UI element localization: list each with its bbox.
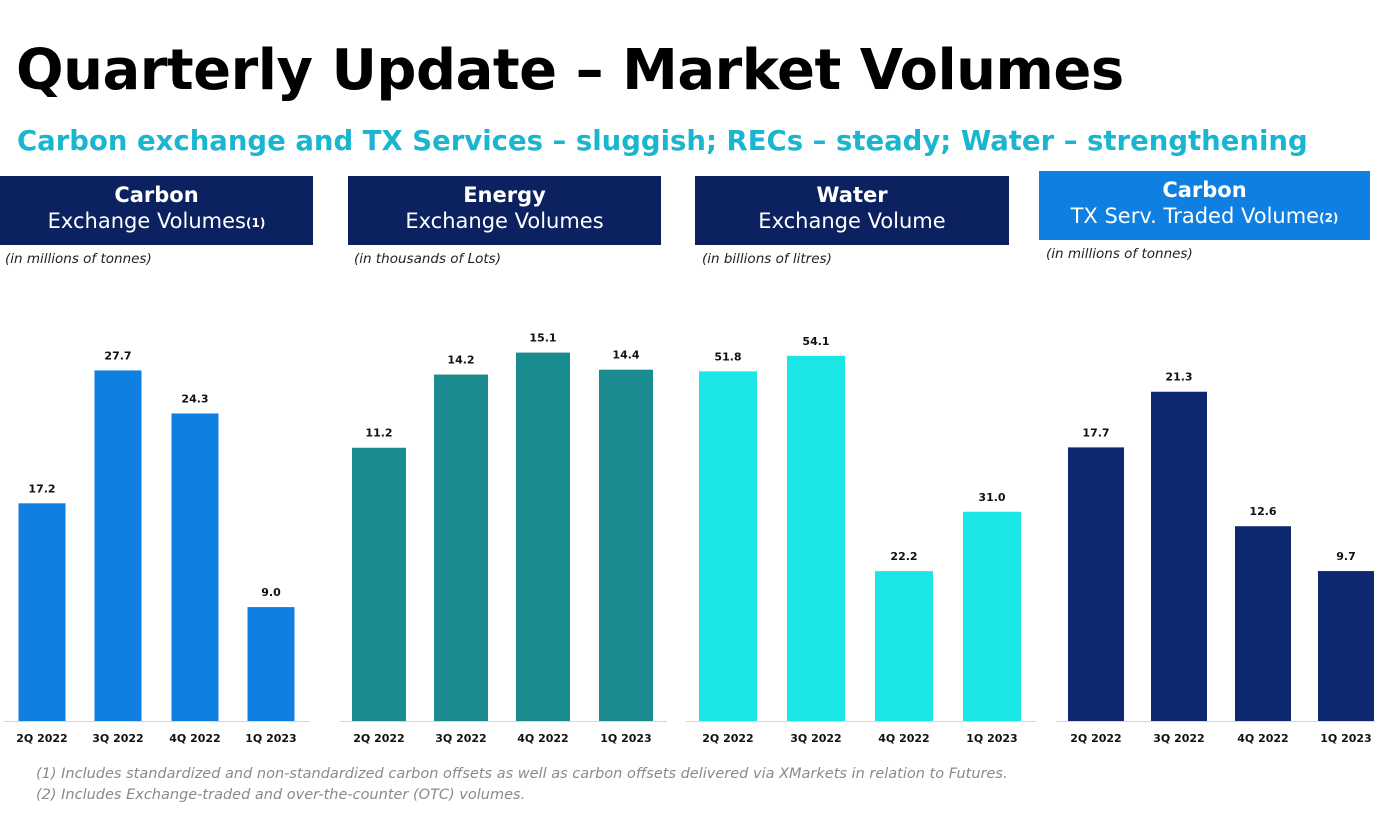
x-tick-label: 1Q 2023 [1320,732,1371,745]
bar-chart: 11.2 2Q 2022 14.2 3Q 2022 15.1 4Q 2022 14.4 1Q … [340,332,667,745]
x-tick-label: 2Q 2022 [353,732,404,745]
data-label: 54.1 [802,335,829,348]
bar [699,371,757,721]
x-tick-label: 1Q 2023 [245,732,296,745]
panel-header-title: Carbon [1162,178,1247,202]
data-label: 21.3 [1165,371,1192,384]
bar [94,370,142,721]
x-tick-label: 1Q 2023 [966,732,1017,745]
x-tick-label: 2Q 2022 [702,732,753,745]
page-subtitle: Carbon exchange and TX Services – sluggi… [17,125,1308,157]
data-label: 51.8 [714,350,741,363]
data-label: 9.7 [1336,550,1356,563]
data-label: 27.7 [104,349,131,362]
unit-caption-carbon-tx-services: (in millions of tonnes) [1046,246,1193,262]
footnote-1: (1) Includes standardized and non-standa… [36,766,1008,782]
bar [1068,447,1124,721]
data-label: 14.2 [447,354,474,367]
bar-chart: 17.2 2Q 2022 27.7 3Q 2022 24.3 4Q 2022 9.0 1Q 2… [4,349,310,745]
x-tick-label: 4Q 2022 [517,732,568,745]
bar [1318,571,1374,721]
panel-header-title: Carbon [114,183,199,207]
data-label: 31.0 [978,491,1005,504]
data-label: 14.4 [612,349,639,362]
data-label: 9.0 [261,586,281,599]
panel-header-subtitle: Exchange Volume [758,209,946,233]
bar [875,571,933,721]
x-tick-label: 4Q 2022 [878,732,929,745]
footnote-2: (2) Includes Exchange-traded and over-th… [36,787,526,803]
bar [171,413,219,721]
panel-header-subtitle: Exchange Volumes [47,209,246,233]
bar [18,503,66,721]
unit-caption-water-exchange: (in billions of litres) [702,251,832,267]
panel-header-carbon-tx-services: Carbon TX Serv. Traded Volume(2) [1039,171,1370,240]
bar-chart: 51.8 2Q 2022 54.1 3Q 2022 22.2 4Q 2022 31.0 1Q … [686,335,1036,745]
footnote-marker: (2) [1319,211,1339,225]
bar [599,369,653,721]
bar [787,355,845,721]
bar-chart: 17.7 2Q 2022 21.3 3Q 2022 12.6 4Q 2022 9.7 1Q 2… [1056,371,1375,745]
bar [1235,526,1291,721]
panel-header-carbon-exchange: Carbon Exchange Volumes(1) [0,176,313,245]
bar [247,607,295,721]
data-label: 15.1 [529,332,556,345]
panel-header-subtitle: Exchange Volumes [405,209,604,233]
data-label: 11.2 [365,427,392,440]
x-tick-label: 1Q 2023 [600,732,651,745]
bar [963,511,1021,721]
unit-caption-carbon-exchange: (in millions of tonnes) [5,251,152,267]
bar [434,374,488,721]
bar [1151,391,1207,721]
x-tick-label: 3Q 2022 [92,732,143,745]
data-label: 17.2 [28,482,55,495]
x-tick-label: 3Q 2022 [1153,732,1204,745]
bar [516,352,570,721]
data-label: 24.3 [181,392,208,405]
panel-header-title: Energy [463,183,546,207]
panel-header-energy-exchange: Energy Exchange Volumes [348,176,661,245]
unit-caption-energy-exchange: (in thousands of Lots) [354,251,501,267]
data-label: 12.6 [1249,505,1276,518]
x-tick-label: 4Q 2022 [1237,732,1288,745]
bar [352,447,406,721]
x-tick-label: 3Q 2022 [790,732,841,745]
data-label: 17.7 [1082,426,1109,439]
data-label: 22.2 [890,550,917,563]
panel-header-subtitle: TX Serv. Traded Volume [1070,204,1320,228]
x-tick-label: 2Q 2022 [1070,732,1121,745]
panel-header-title: Water [816,183,888,207]
footnote-marker: (1) [246,216,266,230]
panel-header-water-exchange: Water Exchange Volume [695,176,1009,245]
x-tick-label: 3Q 2022 [435,732,486,745]
page-title: Quarterly Update – Market Volumes [16,38,1124,103]
x-tick-label: 4Q 2022 [169,732,220,745]
x-tick-label: 2Q 2022 [16,732,67,745]
